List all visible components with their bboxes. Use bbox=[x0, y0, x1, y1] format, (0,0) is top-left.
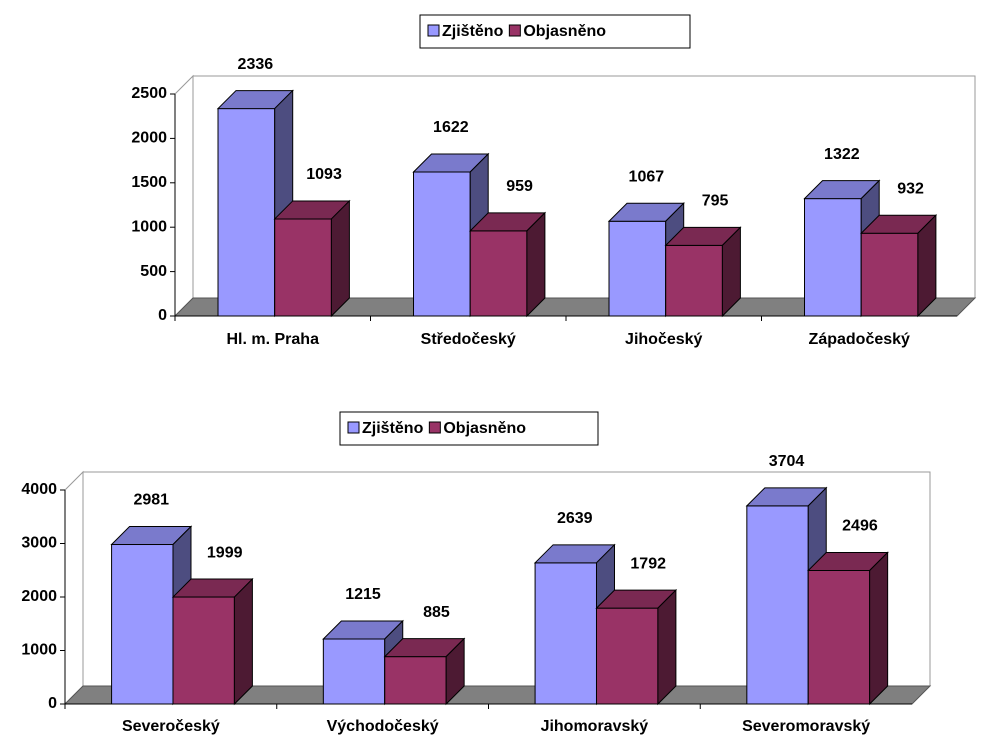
y-tick-label: 2000 bbox=[21, 588, 57, 605]
legend-swatch bbox=[428, 421, 441, 434]
x-tick-label: Západočeský bbox=[809, 331, 910, 348]
bar-side bbox=[330, 199, 350, 318]
legend-swatch bbox=[427, 24, 440, 37]
value-label: 2496 bbox=[842, 518, 878, 535]
value-label: 1999 bbox=[207, 544, 243, 561]
y-tick-label: 1000 bbox=[21, 642, 57, 659]
bar-side bbox=[917, 214, 937, 318]
y-tick-label: 0 bbox=[158, 307, 167, 324]
value-label: 1215 bbox=[345, 586, 381, 603]
value-label: 1067 bbox=[629, 168, 665, 185]
bar-side bbox=[526, 211, 546, 318]
bar-side bbox=[869, 551, 889, 706]
y-tick-label: 2500 bbox=[131, 85, 167, 102]
y-tick-label: 1500 bbox=[131, 174, 167, 191]
value-label: 2639 bbox=[557, 510, 593, 527]
value-label: 932 bbox=[897, 180, 924, 197]
bar-side bbox=[657, 588, 677, 706]
bar-front bbox=[322, 638, 386, 705]
value-label: 1792 bbox=[630, 555, 666, 572]
value-label: 1093 bbox=[306, 166, 342, 183]
bar-front bbox=[534, 562, 597, 705]
legend-swatch bbox=[347, 421, 360, 434]
bar-front bbox=[665, 244, 723, 317]
legend-label: Objasněno bbox=[443, 420, 526, 437]
y-tick-label: 1000 bbox=[131, 218, 167, 235]
bar-front bbox=[111, 544, 174, 705]
bar-front bbox=[469, 230, 528, 317]
x-tick-label: Hl. m. Praha bbox=[227, 331, 320, 348]
y-tick-label: 0 bbox=[48, 695, 57, 712]
legend-box bbox=[419, 14, 691, 49]
y-tick-label: 4000 bbox=[21, 481, 57, 498]
value-label: 3704 bbox=[769, 453, 805, 470]
bar-front bbox=[860, 232, 919, 317]
side-wall bbox=[174, 74, 194, 318]
bar-side bbox=[721, 226, 741, 318]
bar-front bbox=[384, 656, 447, 705]
bar-front bbox=[413, 171, 471, 317]
bar-front bbox=[172, 596, 235, 705]
value-label: 885 bbox=[423, 604, 450, 621]
x-tick-label: Jihočeský bbox=[625, 331, 702, 348]
bar-side bbox=[445, 637, 465, 706]
side-wall bbox=[64, 470, 84, 706]
x-tick-label: Severomoravský bbox=[742, 718, 870, 735]
value-label: 959 bbox=[506, 178, 533, 195]
bar-front bbox=[217, 108, 276, 317]
bar-front bbox=[746, 505, 809, 705]
legend-label: Zjištěno bbox=[362, 420, 424, 437]
x-tick-label: Východočeský bbox=[327, 718, 439, 735]
bar-front bbox=[807, 569, 871, 705]
legend-label: Zjištěno bbox=[442, 23, 504, 40]
legend-label: Objasněno bbox=[523, 23, 606, 40]
bar-front bbox=[608, 220, 667, 317]
value-label: 1322 bbox=[824, 146, 860, 163]
value-label: 2981 bbox=[133, 492, 169, 509]
value-label: 2336 bbox=[238, 56, 274, 73]
legend-box bbox=[339, 411, 599, 446]
x-tick-label: Středočeský bbox=[421, 331, 516, 348]
y-tick-label: 3000 bbox=[21, 535, 57, 552]
bar-front bbox=[804, 198, 862, 317]
bar-front bbox=[274, 218, 332, 317]
legend-swatch bbox=[508, 24, 521, 37]
x-tick-label: Jihomoravský bbox=[541, 718, 649, 735]
value-label: 795 bbox=[702, 193, 729, 210]
bar-front bbox=[595, 607, 659, 705]
bar-side bbox=[233, 577, 253, 706]
value-label: 1622 bbox=[433, 119, 469, 136]
y-tick-label: 500 bbox=[140, 263, 167, 280]
y-tick-label: 2000 bbox=[131, 130, 167, 147]
x-tick-label: Severočeský bbox=[122, 718, 220, 735]
